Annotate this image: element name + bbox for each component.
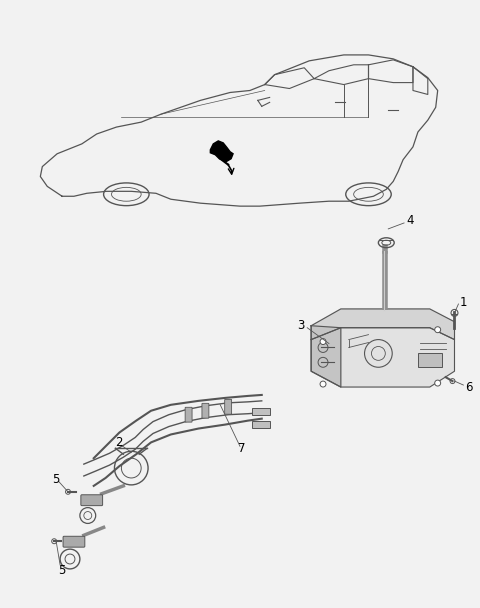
Text: 4: 4 xyxy=(406,215,414,227)
Polygon shape xyxy=(311,309,455,340)
Circle shape xyxy=(435,380,441,386)
Text: 3: 3 xyxy=(297,319,304,332)
Circle shape xyxy=(320,339,326,345)
FancyBboxPatch shape xyxy=(252,421,270,427)
FancyBboxPatch shape xyxy=(418,353,442,367)
Polygon shape xyxy=(311,326,341,387)
FancyBboxPatch shape xyxy=(81,495,103,506)
FancyBboxPatch shape xyxy=(63,536,85,547)
Text: 2: 2 xyxy=(115,436,122,449)
Circle shape xyxy=(320,381,326,387)
Text: 5: 5 xyxy=(52,474,60,486)
Text: 5: 5 xyxy=(59,564,66,578)
Text: 6: 6 xyxy=(466,381,473,393)
Circle shape xyxy=(435,326,441,333)
Text: 7: 7 xyxy=(238,442,246,455)
FancyBboxPatch shape xyxy=(225,399,231,414)
Polygon shape xyxy=(311,328,455,387)
FancyBboxPatch shape xyxy=(252,408,270,415)
Text: 1: 1 xyxy=(459,295,467,308)
FancyBboxPatch shape xyxy=(185,407,192,422)
FancyBboxPatch shape xyxy=(202,403,209,418)
Polygon shape xyxy=(210,141,233,162)
